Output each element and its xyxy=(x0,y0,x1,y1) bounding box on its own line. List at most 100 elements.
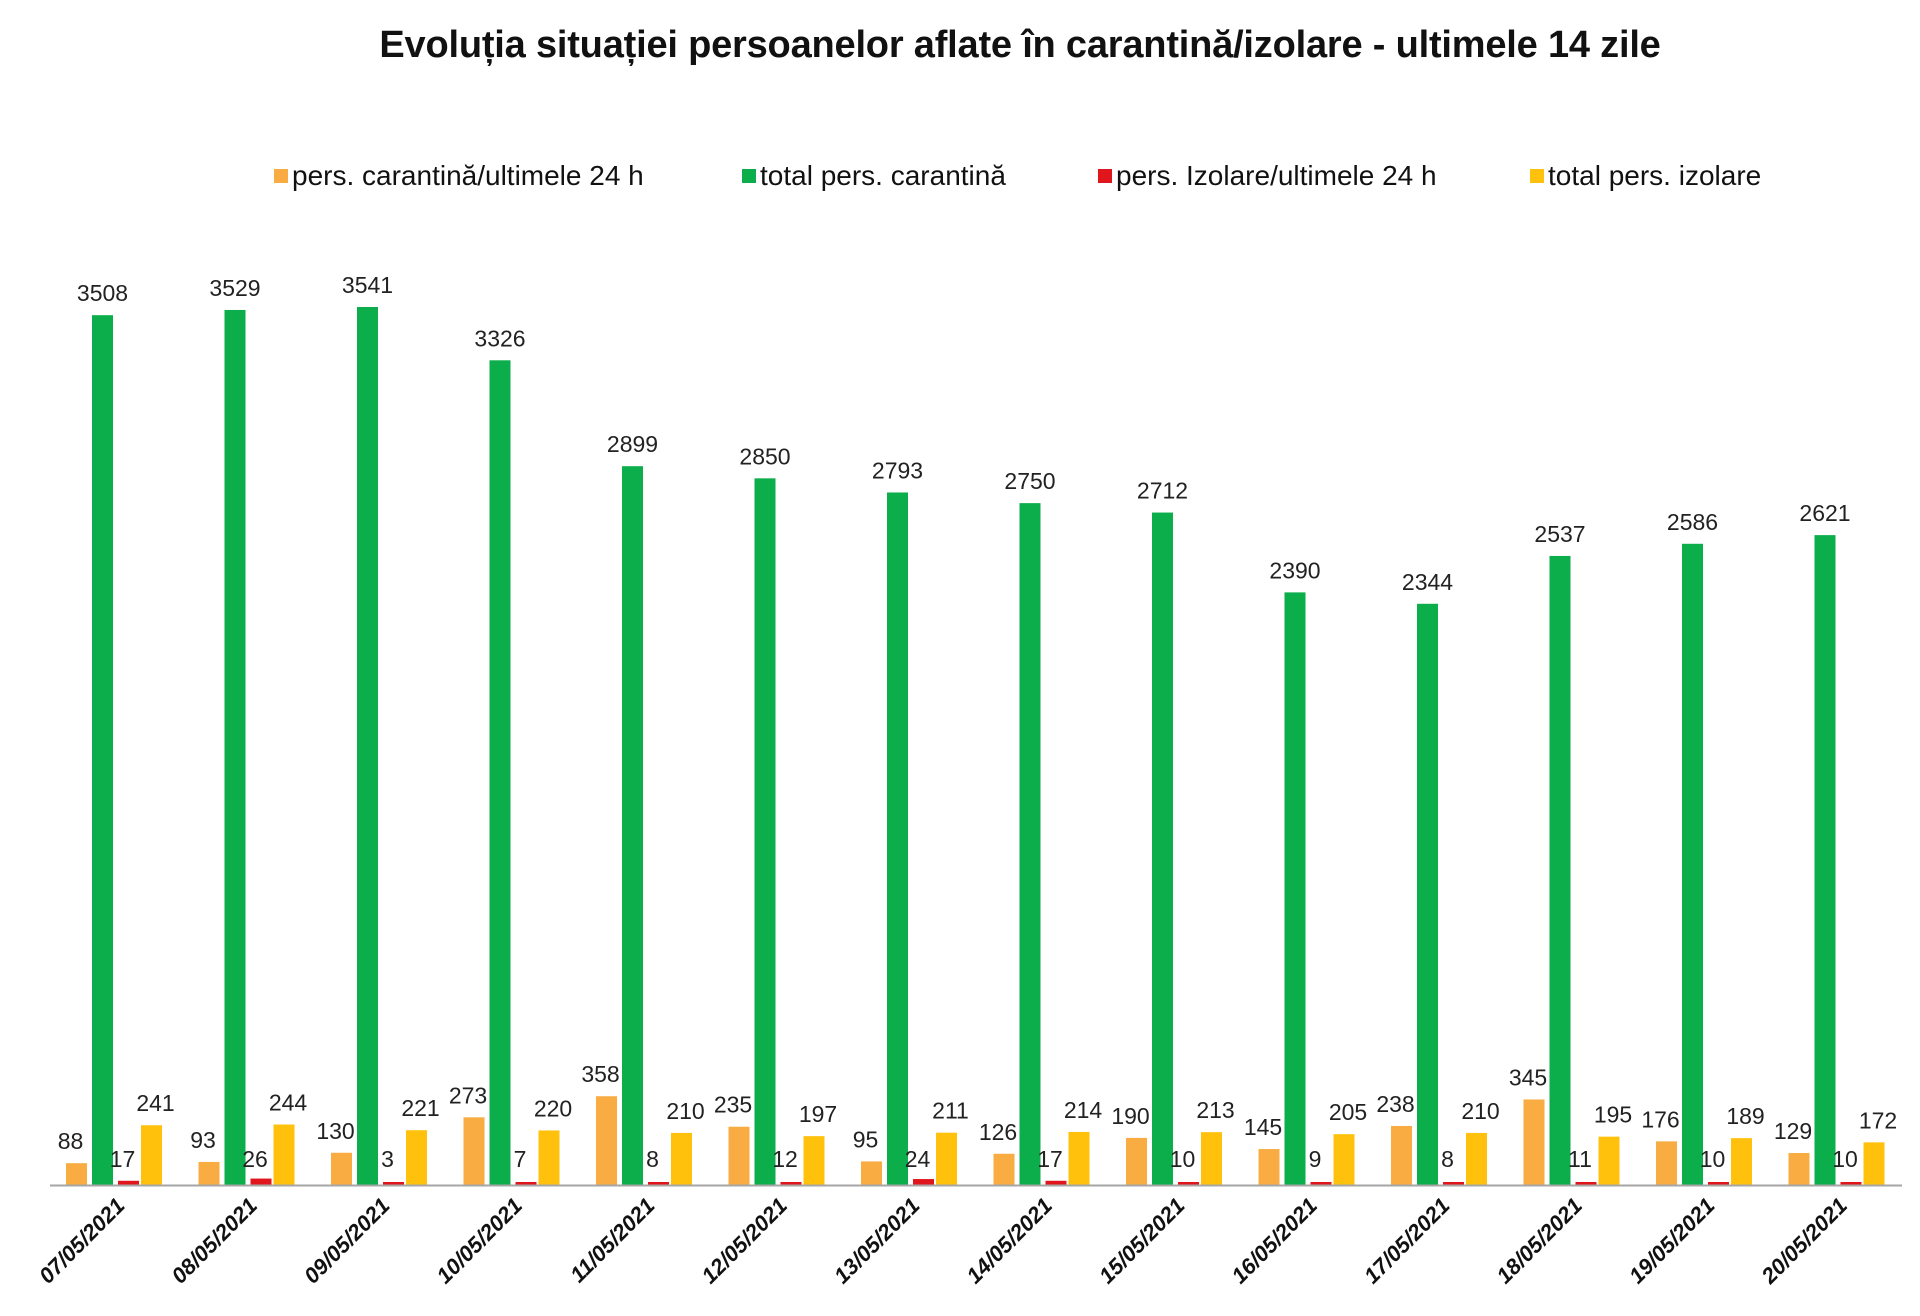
bars-layer xyxy=(66,307,1885,1185)
data-label-total-carantina: 2793 xyxy=(872,457,923,483)
bar-izolare-24h xyxy=(250,1178,272,1185)
data-label-total-carantina: 2390 xyxy=(1269,557,1320,583)
data-label-carantina-24h: 238 xyxy=(1376,1091,1414,1117)
bar-total-carantina xyxy=(357,307,378,1185)
data-label-carantina-24h: 130 xyxy=(316,1118,354,1144)
x-tick-label: 10/05/2021 xyxy=(431,1193,527,1289)
data-label-carantina-24h: 235 xyxy=(714,1092,752,1118)
x-tick-label: 15/05/2021 xyxy=(1094,1193,1190,1289)
bar-carantina-24h xyxy=(728,1126,750,1185)
data-label-carantina-24h: 190 xyxy=(1111,1103,1149,1129)
data-label-carantina-24h: 129 xyxy=(1774,1118,1812,1144)
bar-total-izolare xyxy=(1863,1142,1885,1185)
bar-carantina-24h xyxy=(1656,1141,1677,1185)
chart-title: Evoluția situației persoanelor aflate în… xyxy=(379,24,1661,66)
bar-carantina-24h xyxy=(1391,1125,1412,1185)
data-label-total-izolare: 195 xyxy=(1594,1102,1632,1128)
bar-carantina-24h xyxy=(463,1117,485,1185)
bar-total-carantina xyxy=(92,315,113,1185)
x-tick-labels-layer: 07/05/2021 08/05/2021 09/05/2021 10/05/2021… xyxy=(34,1193,1852,1289)
data-label-carantina-24h: 176 xyxy=(1641,1106,1679,1132)
data-label-total-izolare: 220 xyxy=(534,1095,572,1121)
bar-total-izolare xyxy=(141,1125,162,1185)
data-label-total-carantina: 3529 xyxy=(209,275,260,301)
x-tick-label: 13/05/2021 xyxy=(829,1193,925,1289)
data-label-carantina-24h: 95 xyxy=(853,1126,879,1152)
data-label-izolare-24h: 12 xyxy=(772,1146,798,1172)
x-tick-label: 08/05/2021 xyxy=(166,1193,262,1289)
legend-label-carantina-24h: pers. carantină/ultimele 24 h xyxy=(292,160,644,191)
data-label-izolare-24h: 11 xyxy=(1568,1146,1592,1172)
legend-item-total-carantina: total pers. carantină xyxy=(742,160,1006,192)
data-label-total-izolare: 197 xyxy=(799,1101,837,1127)
bar-carantina-24h xyxy=(1126,1137,1147,1185)
legend-swatch-total-carantina xyxy=(742,169,756,183)
data-label-total-carantina: 3541 xyxy=(342,272,393,298)
data-label-total-izolare: 211 xyxy=(932,1098,969,1124)
bar-total-izolare xyxy=(1333,1134,1355,1185)
data-label-total-izolare: 205 xyxy=(1329,1099,1367,1125)
bar-total-izolare xyxy=(671,1132,692,1185)
data-label-izolare-24h: 17 xyxy=(110,1146,136,1172)
data-label-carantina-24h: 88 xyxy=(58,1128,84,1154)
data-label-izolare-24h: 17 xyxy=(1037,1146,1063,1172)
bar-izolare-24h xyxy=(118,1180,139,1185)
bar-carantina-24h xyxy=(1258,1149,1280,1185)
data-label-total-carantina: 2899 xyxy=(607,431,658,457)
data-label-total-carantina: 2750 xyxy=(1004,468,1055,494)
data-label-carantina-24h: 145 xyxy=(1244,1114,1282,1140)
data-label-carantina-24h: 345 xyxy=(1509,1064,1547,1090)
bar-total-carantina xyxy=(1152,512,1173,1185)
bar-carantina-24h xyxy=(1788,1153,1810,1185)
bar-carantina-24h xyxy=(331,1152,352,1185)
bar-total-izolare xyxy=(803,1136,825,1185)
bar-carantina-24h xyxy=(1523,1099,1545,1185)
data-label-carantina-24h: 273 xyxy=(449,1082,487,1108)
legend: pers. carantină/ultimele 24 h total pers… xyxy=(0,160,1920,200)
data-label-total-carantina: 3508 xyxy=(77,280,128,306)
bar-total-carantina xyxy=(489,360,511,1185)
x-tick-label: 12/05/2021 xyxy=(696,1193,792,1289)
data-label-total-carantina: 2850 xyxy=(739,443,790,469)
data-label-total-carantina: 2586 xyxy=(1667,509,1718,535)
data-label-izolare-24h: 3 xyxy=(381,1146,394,1172)
data-label-izolare-24h: 10 xyxy=(1832,1146,1858,1172)
bar-total-izolare xyxy=(1068,1131,1090,1185)
bar-total-carantina xyxy=(1682,543,1703,1185)
bar-total-carantina xyxy=(1284,592,1306,1185)
x-tick-label: 07/05/2021 xyxy=(34,1193,130,1289)
bar-total-carantina xyxy=(887,492,908,1185)
x-tick-label: 19/05/2021 xyxy=(1624,1193,1720,1289)
data-label-izolare-24h: 24 xyxy=(905,1146,931,1172)
data-label-total-izolare: 213 xyxy=(1196,1097,1234,1123)
legend-item-izolare-24h: pers. Izolare/ultimele 24 h xyxy=(1098,160,1437,192)
data-label-total-izolare: 210 xyxy=(1461,1098,1499,1124)
x-tick-label: 16/05/2021 xyxy=(1226,1193,1322,1289)
data-label-total-izolare: 214 xyxy=(1064,1097,1103,1123)
bar-izolare-24h xyxy=(648,1182,669,1185)
legend-swatch-total-izolare xyxy=(1530,169,1544,183)
data-label-total-izolare: 244 xyxy=(269,1089,308,1115)
data-label-carantina-24h: 126 xyxy=(979,1119,1017,1145)
bar-total-izolare xyxy=(406,1130,427,1185)
bar-total-izolare xyxy=(936,1132,957,1185)
bar-carantina-24h xyxy=(861,1161,882,1185)
data-label-total-izolare: 189 xyxy=(1726,1103,1764,1129)
data-label-carantina-24h: 93 xyxy=(190,1127,216,1153)
legend-label-total-izolare: total pers. izolare xyxy=(1548,160,1762,191)
bar-total-carantina xyxy=(754,478,776,1185)
bar-total-carantina xyxy=(1814,535,1836,1185)
data-label-izolare-24h: 8 xyxy=(646,1146,659,1172)
legend-label-total-carantina: total pers. carantină xyxy=(760,160,1006,191)
x-tick-label: 20/05/2021 xyxy=(1756,1193,1852,1289)
bar-total-carantina xyxy=(1417,603,1438,1185)
legend-label-izolare-24h: pers. Izolare/ultimele 24 h xyxy=(1116,160,1437,191)
data-label-total-izolare: 241 xyxy=(136,1090,174,1116)
x-tick-label: 09/05/2021 xyxy=(299,1193,395,1289)
data-label-total-carantina: 2712 xyxy=(1137,478,1188,504)
data-label-izolare-24h: 10 xyxy=(1700,1146,1726,1172)
data-label-total-carantina: 2621 xyxy=(1799,500,1850,526)
data-label-total-izolare: 172 xyxy=(1859,1107,1897,1133)
bar-total-carantina xyxy=(1549,555,1571,1185)
